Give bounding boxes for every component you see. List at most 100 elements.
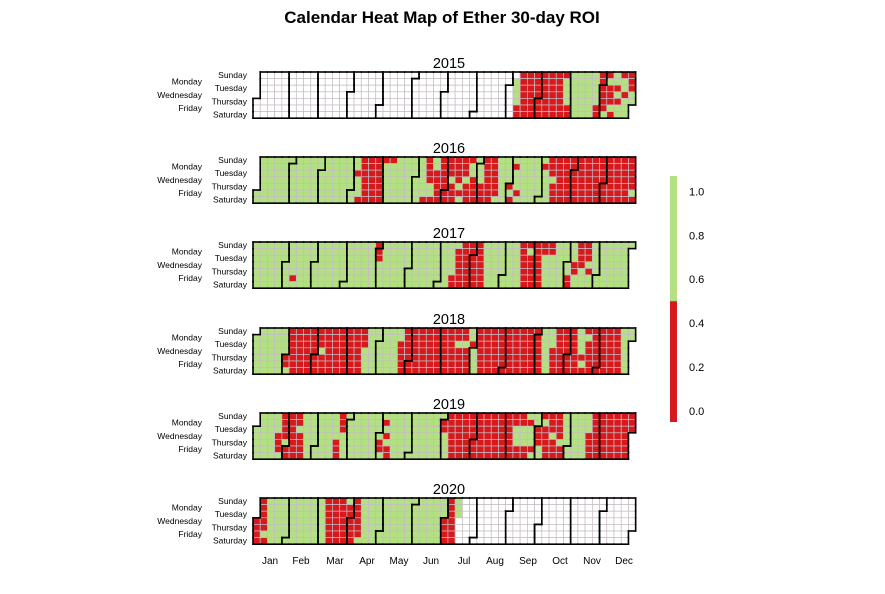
heatmap-cell	[274, 452, 283, 460]
heatmap-cell	[332, 510, 340, 519]
heatmap-cell	[375, 334, 384, 342]
heatmap-cell	[512, 445, 521, 453]
heatmap-cell	[339, 111, 348, 119]
heatmap-cell	[454, 169, 463, 178]
heatmap-cell	[288, 84, 297, 93]
heatmap-cell	[382, 248, 391, 256]
heatmap-cell	[288, 530, 297, 538]
heatmap-cell	[505, 261, 514, 269]
weekday-label: Monday	[172, 333, 203, 343]
heatmap-cell	[346, 176, 355, 184]
heatmap-cell	[274, 248, 283, 256]
heatmap-cell	[599, 367, 608, 375]
heatmap-cell	[483, 327, 492, 335]
heatmap-cell	[397, 334, 405, 342]
heatmap-cell	[498, 530, 507, 538]
heatmap-cell	[339, 169, 348, 178]
heatmap-cell	[346, 439, 355, 447]
heatmap-cell	[440, 84, 449, 93]
heatmap-cell	[274, 268, 283, 276]
heatmap-cell	[512, 156, 521, 164]
heatmap-cell	[555, 367, 564, 375]
heatmap-cell	[317, 412, 326, 420]
heatmap-cell	[433, 425, 442, 434]
heatmap-cell	[404, 360, 413, 368]
heatmap-cell	[397, 268, 405, 276]
year-panel-2016: 2016SundayMondayTuesdayWednesdayThursday…	[157, 141, 637, 205]
heatmap-cell	[469, 254, 478, 263]
heatmap-cell	[440, 347, 449, 355]
heatmap-cell	[303, 537, 312, 545]
heatmap-cell	[375, 354, 384, 362]
heatmap-cell	[404, 347, 413, 355]
weekday-label: Monday	[172, 247, 203, 257]
heatmap-cell	[310, 452, 319, 460]
heatmap-cell	[519, 261, 528, 269]
heatmap-cell	[368, 163, 377, 171]
heatmap-cell	[346, 281, 355, 289]
heatmap-cell	[418, 530, 427, 538]
heatmap-cell	[599, 537, 608, 545]
heatmap-cell	[584, 91, 593, 99]
month-label: Feb	[292, 556, 310, 567]
heatmap-cell	[382, 419, 391, 427]
heatmap-cell	[606, 334, 615, 342]
heatmap-cell	[447, 497, 456, 505]
heatmap-cell	[512, 354, 521, 362]
heatmap-cell	[620, 156, 629, 164]
month-label: Jul	[458, 556, 471, 567]
heatmap-cell	[281, 248, 290, 256]
heatmap-cell	[332, 504, 340, 512]
heatmap-cell	[577, 111, 586, 119]
heatmap-cell	[490, 347, 499, 355]
heatmap-cell	[555, 497, 564, 505]
heatmap-cell	[541, 163, 550, 171]
heatmap-cell	[534, 419, 543, 427]
heatmap-cell	[548, 156, 557, 164]
heatmap-cell	[425, 189, 434, 197]
chart-title: Calendar Heat Map of Ether 30-day ROI	[284, 8, 600, 27]
heatmap-cell	[259, 425, 268, 434]
heatmap-cell	[339, 78, 348, 86]
heatmap-cell	[476, 98, 485, 106]
heatmap-cell	[382, 98, 391, 106]
heatmap-cell	[310, 156, 319, 164]
heatmap-cell	[570, 497, 579, 505]
heatmap-cell	[332, 419, 340, 427]
heatmap-cell	[613, 268, 622, 276]
heatmap-cell	[353, 537, 362, 545]
heatmap-cell	[519, 254, 528, 263]
heatmap-cell	[469, 530, 478, 538]
heatmap-cell	[505, 163, 514, 171]
heatmap-cell	[360, 241, 369, 249]
heatmap-cell	[570, 268, 579, 276]
heatmap-cell	[454, 524, 463, 532]
heatmap-cell	[447, 78, 456, 86]
weekday-label: Tuesday	[215, 253, 248, 263]
heatmap-cell	[570, 419, 579, 427]
heatmap-cell	[368, 189, 377, 197]
heatmap-cell	[389, 425, 398, 434]
heatmap-cell	[527, 248, 535, 256]
weekday-label: Saturday	[213, 280, 248, 290]
heatmap-cell	[483, 71, 492, 79]
heatmap-cell	[288, 163, 297, 171]
heatmap-cell	[577, 169, 586, 178]
heatmap-cell	[418, 261, 427, 269]
heatmap-cell	[397, 254, 405, 263]
heatmap-cell	[447, 281, 456, 289]
heatmap-cell	[440, 367, 449, 375]
heatmap-cell	[360, 517, 369, 525]
heatmap-cell	[563, 504, 572, 512]
heatmap-cell	[620, 71, 629, 79]
heatmap-cell	[505, 156, 514, 164]
heatmap-cell	[620, 497, 629, 505]
heatmap-cell	[584, 510, 593, 519]
heatmap-cell	[252, 248, 261, 256]
heatmap-cell	[288, 104, 297, 112]
heatmap-cell	[288, 281, 297, 289]
heatmap-cell	[541, 340, 550, 349]
heatmap-cell	[563, 439, 572, 447]
heatmap-cell	[397, 517, 405, 525]
heatmap-cell	[382, 91, 391, 99]
